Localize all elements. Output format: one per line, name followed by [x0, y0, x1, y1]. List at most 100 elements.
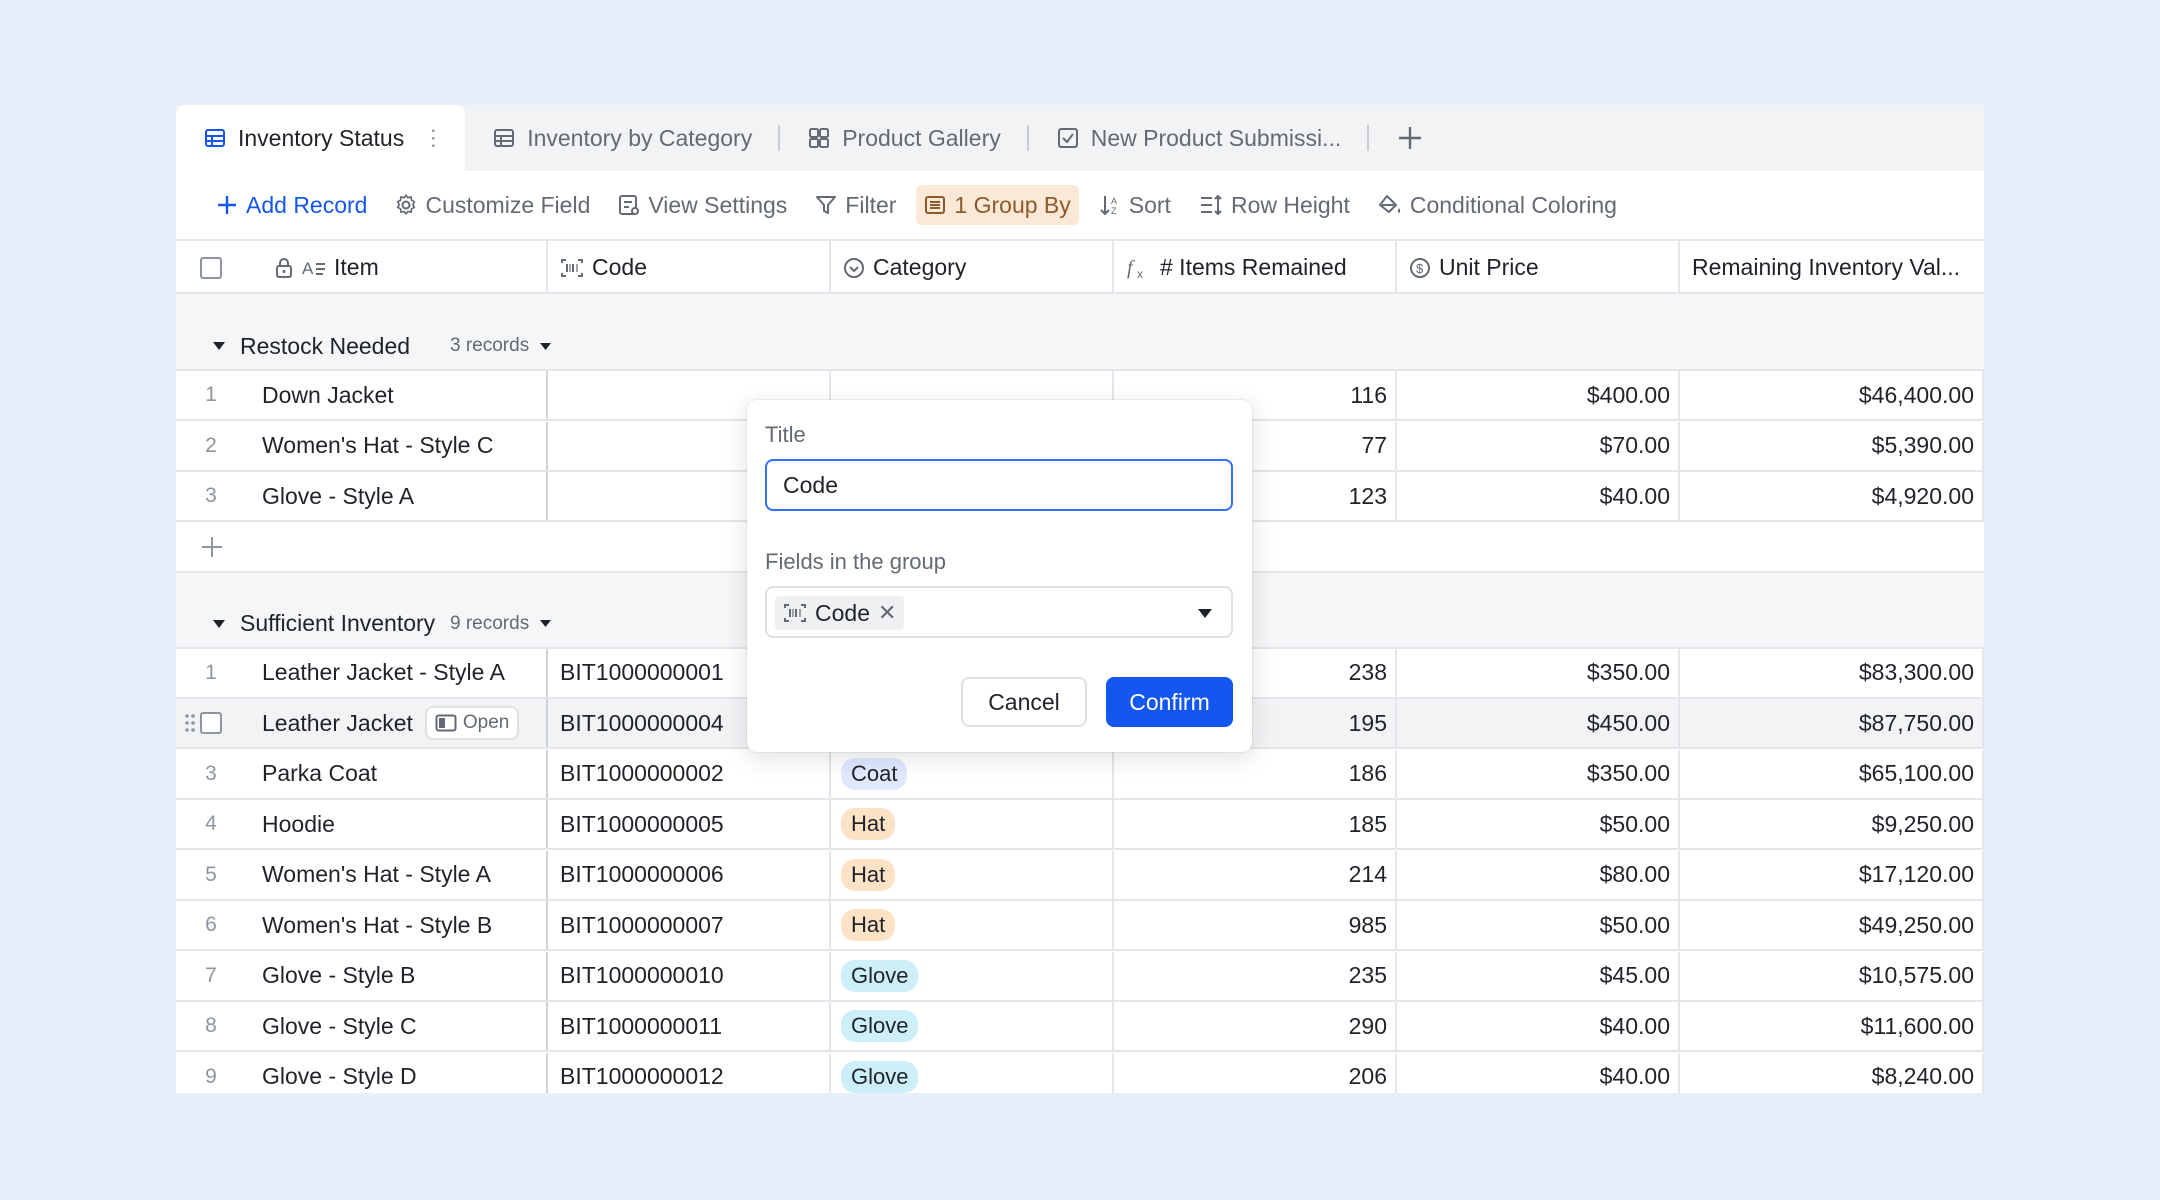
items-remained-cell[interactable]: 206 — [1114, 1052, 1397, 1093]
tab-product-gallery[interactable]: Product Gallery — [780, 105, 1027, 171]
items-remained-cell[interactable]: 235 — [1114, 951, 1397, 1000]
category-cell[interactable]: Coat — [831, 749, 1114, 798]
inventory-value-cell[interactable]: $8,240.00 — [1680, 1052, 1984, 1093]
select-all-checkbox[interactable] — [200, 256, 222, 279]
code-cell[interactable]: BIT1000000010 — [548, 951, 831, 1000]
caret-down-icon[interactable] — [539, 619, 552, 628]
column-header-code[interactable]: Code — [548, 241, 831, 294]
table-row[interactable]: 6 Women's Hat - Style B BIT1000000007 Hat 98… — [176, 901, 1984, 951]
tab-new-product-submission[interactable]: New Product Submissi... — [1029, 105, 1368, 171]
code-cell[interactable] — [548, 371, 831, 419]
caret-down-icon[interactable] — [212, 619, 226, 629]
customize-field-button[interactable]: Customize Field — [387, 185, 598, 225]
open-record-button[interactable]: Open — [424, 706, 520, 740]
item-cell[interactable]: Hoodie — [246, 800, 548, 848]
inventory-value-cell[interactable]: $17,120.00 — [1680, 850, 1984, 899]
table-row[interactable]: 3 Parka Coat BIT1000000002 Coat 186 $350.00 $6… — [176, 749, 1984, 800]
more-vertical-icon[interactable]: ⋮ — [422, 125, 444, 150]
add-view-button[interactable] — [1369, 105, 1451, 171]
conditional-coloring-button[interactable]: Conditional Coloring — [1370, 185, 1625, 225]
inventory-value-cell[interactable]: $11,600.00 — [1680, 1002, 1984, 1050]
unit-price-cell[interactable]: $450.00 — [1397, 699, 1680, 747]
group-title-input[interactable] — [765, 459, 1233, 511]
table-row[interactable]: 8 Glove - Style C BIT1000000011 Glove 290 $40… — [176, 1002, 1984, 1052]
inventory-value-cell[interactable]: $49,250.00 — [1680, 901, 1984, 949]
unit-price-cell[interactable]: $70.00 — [1397, 421, 1680, 470]
table-row[interactable]: 9 Glove - Style D BIT1000000012 Glove 206 $40… — [176, 1052, 1984, 1093]
item-cell[interactable]: Parka Coat — [246, 749, 548, 798]
category-cell[interactable]: Hat — [831, 901, 1114, 949]
category-cell[interactable]: Hat — [831, 800, 1114, 848]
item-cell[interactable]: Leather Jacket - Style A — [246, 648, 548, 697]
inventory-value-cell[interactable]: $4,920.00 — [1680, 472, 1984, 520]
confirm-button[interactable]: Confirm — [1106, 677, 1233, 727]
items-remained-cell[interactable]: 123 — [1114, 472, 1397, 520]
items-remained-cell[interactable]: 214 — [1114, 850, 1397, 899]
item-cell[interactable]: Glove - Style A — [246, 472, 548, 520]
drag-handle-icon[interactable] — [184, 713, 196, 733]
inventory-value-cell[interactable]: $9,250.00 — [1680, 800, 1984, 848]
caret-down-icon[interactable] — [539, 342, 552, 351]
category-cell[interactable]: Glove — [831, 1052, 1114, 1093]
tab-inventory-status[interactable]: Inventory Status ⋮ — [176, 105, 466, 171]
items-remained-cell[interactable]: 77 — [1114, 421, 1397, 470]
item-cell[interactable]: Glove - Style C — [246, 1002, 548, 1050]
unit-price-cell[interactable]: $50.00 — [1397, 901, 1680, 949]
items-remained-cell[interactable]: 238 — [1114, 648, 1397, 697]
group-record-count[interactable]: 9 records — [450, 599, 552, 649]
items-remained-cell[interactable]: 185 — [1114, 800, 1397, 848]
inventory-value-cell[interactable]: $46,400.00 — [1680, 371, 1984, 419]
filter-button[interactable]: Filter — [807, 185, 904, 225]
items-remained-cell[interactable]: 116 — [1114, 371, 1397, 419]
inventory-value-cell[interactable]: $65,100.00 — [1680, 749, 1984, 798]
remove-field-icon[interactable]: ✕ — [877, 600, 897, 625]
code-cell[interactable]: BIT1000000012 — [548, 1052, 831, 1093]
item-cell[interactable]: Women's Hat - Style C — [246, 421, 548, 470]
unit-price-cell[interactable]: $40.00 — [1397, 1052, 1680, 1093]
group-by-button[interactable]: 1 Group By — [916, 185, 1079, 225]
category-cell[interactable]: Glove — [831, 951, 1114, 1000]
row-checkbox[interactable] — [200, 712, 222, 734]
unit-price-cell[interactable]: $350.00 — [1397, 749, 1680, 798]
group-header[interactable]: Restock Needed 3 records — [176, 321, 1984, 371]
category-cell[interactable]: Glove — [831, 1002, 1114, 1050]
view-settings-button[interactable]: View Settings — [610, 185, 795, 225]
items-remained-cell[interactable]: 290 — [1114, 1002, 1397, 1050]
code-cell[interactable]: BIT1000000004 — [548, 699, 831, 747]
inventory-value-cell[interactable]: $87,750.00 — [1680, 699, 1984, 747]
column-header-item[interactable]: A Item — [246, 241, 548, 294]
unit-price-cell[interactable]: $400.00 — [1397, 371, 1680, 419]
code-cell[interactable]: BIT1000000002 — [548, 749, 831, 798]
table-row[interactable]: 7 Glove - Style B BIT1000000010 Glove 235 $45… — [176, 951, 1984, 1002]
item-cell[interactable]: Glove - Style B — [246, 951, 548, 1000]
item-cell[interactable]: Women's Hat - Style A — [246, 850, 548, 899]
item-cell[interactable]: Leather Jacket Open — [246, 699, 548, 747]
items-remained-cell[interactable]: 186 — [1114, 749, 1397, 798]
column-header-unit-price[interactable]: $ Unit Price — [1397, 241, 1680, 294]
unit-price-cell[interactable]: $45.00 — [1397, 951, 1680, 1000]
inventory-value-cell[interactable]: $10,575.00 — [1680, 951, 1984, 1000]
item-cell[interactable]: Down Jacket — [246, 371, 548, 419]
items-remained-cell[interactable]: 985 — [1114, 901, 1397, 949]
unit-price-cell[interactable]: $80.00 — [1397, 850, 1680, 899]
code-cell[interactable]: BIT1000000006 — [548, 850, 831, 899]
code-cell[interactable]: BIT1000000011 — [548, 1002, 831, 1050]
row-height-button[interactable]: Row Height — [1191, 185, 1358, 225]
unit-price-cell[interactable]: $40.00 — [1397, 1002, 1680, 1050]
caret-down-icon[interactable] — [212, 341, 226, 351]
unit-price-cell[interactable]: $40.00 — [1397, 472, 1680, 520]
inventory-value-cell[interactable]: $83,300.00 — [1680, 648, 1984, 697]
table-row[interactable]: 5 Women's Hat - Style A BIT1000000006 Hat 21… — [176, 850, 1984, 901]
item-cell[interactable]: Women's Hat - Style B — [246, 901, 548, 949]
fields-in-group-select[interactable]: Code ✕ — [765, 586, 1233, 638]
category-cell[interactable] — [831, 371, 1114, 419]
column-header-category[interactable]: Category — [831, 241, 1114, 294]
item-cell[interactable]: Glove - Style D — [246, 1052, 548, 1093]
category-cell[interactable]: Hat — [831, 850, 1114, 899]
add-record-button[interactable]: Add Record — [208, 185, 375, 225]
group-record-count[interactable]: 3 records — [450, 321, 552, 371]
code-cell[interactable]: BIT1000000005 — [548, 800, 831, 848]
unit-price-cell[interactable]: $350.00 — [1397, 648, 1680, 697]
